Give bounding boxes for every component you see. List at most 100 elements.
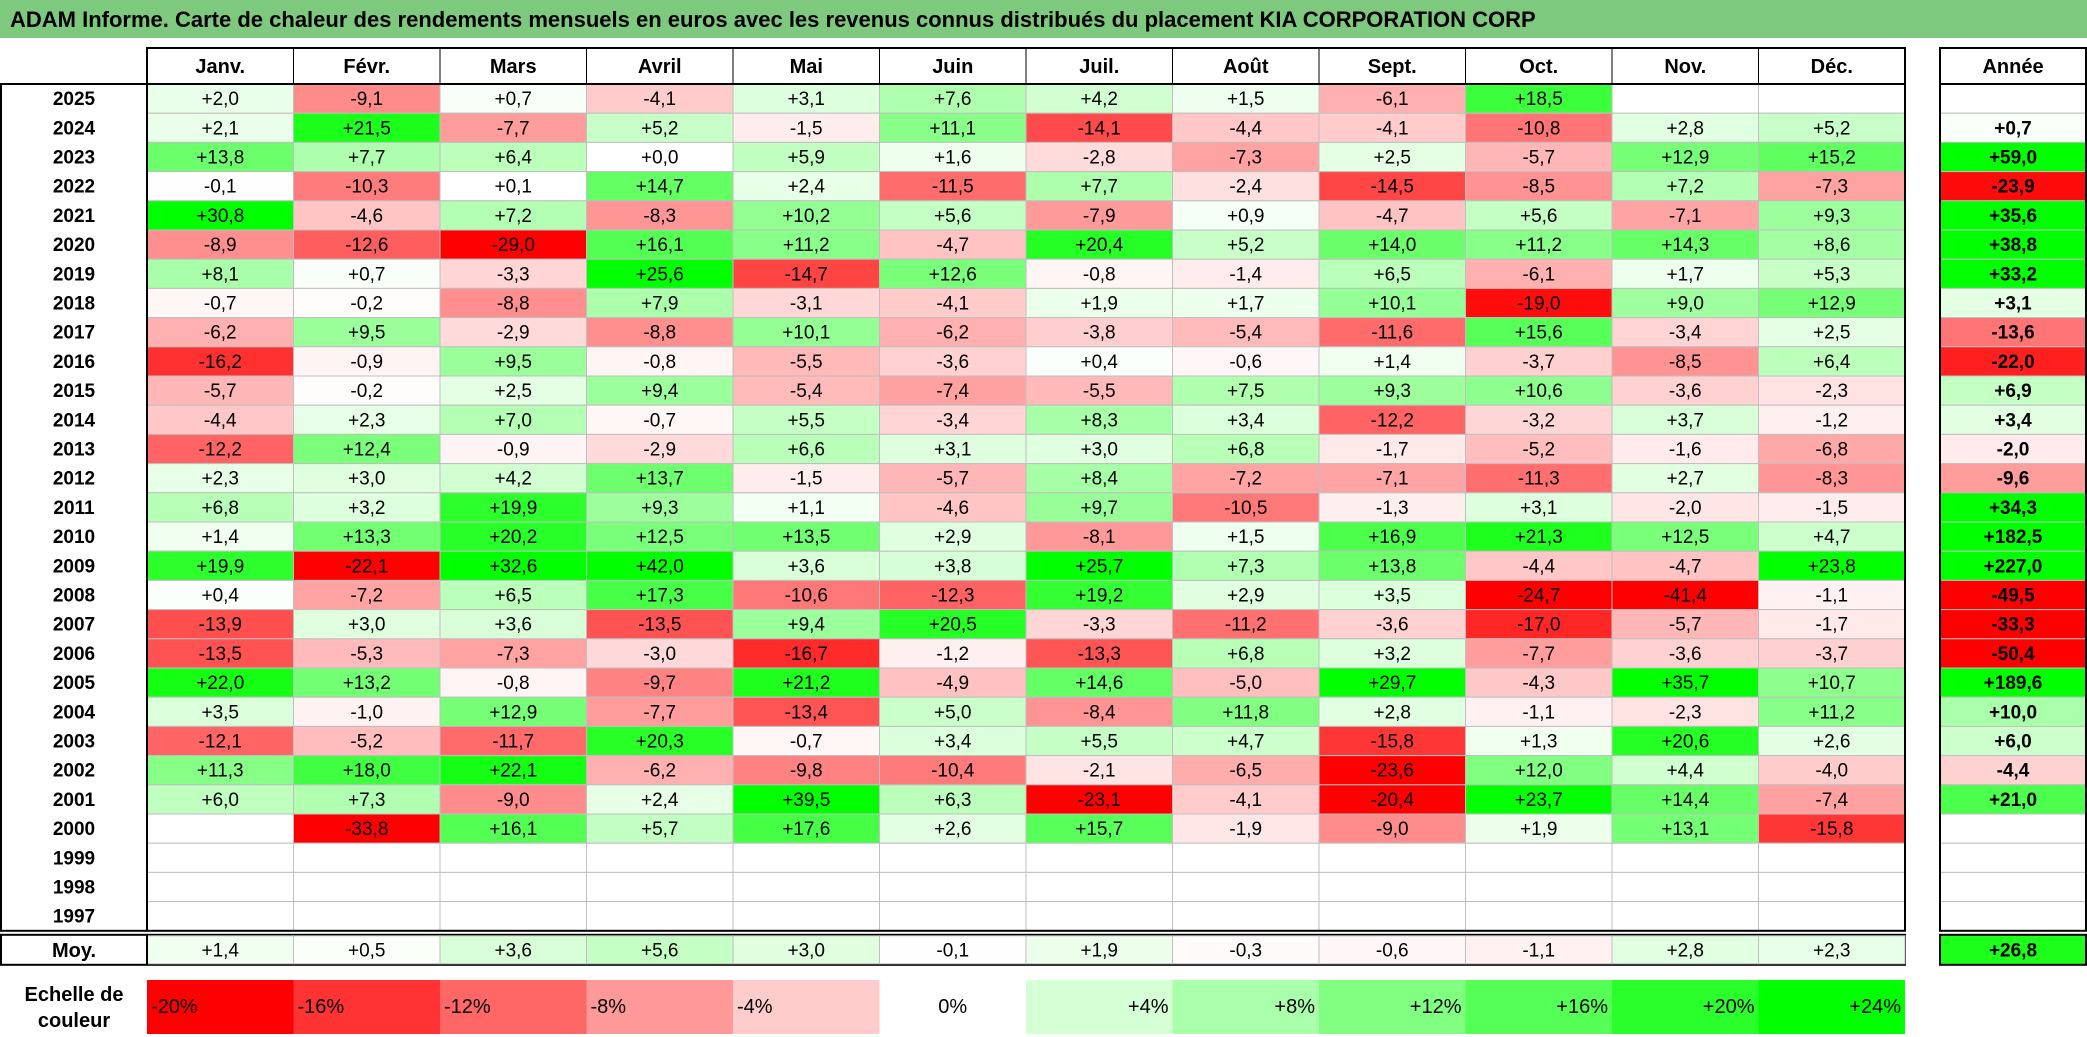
cell-value: +4,7 [1813, 527, 1851, 548]
heatmap-cell [1318, 404, 1466, 435]
scale-label-line1: Echelle de [25, 984, 124, 1006]
cell-value: +6,3 [934, 790, 972, 811]
heatmap-cell [439, 258, 587, 289]
cell-value: -11,6 [1371, 323, 1413, 344]
cell-value: -12,2 [1371, 410, 1414, 431]
cell-value: +1,6 [934, 148, 972, 169]
heatmap-cell [1172, 171, 1320, 202]
average-cell [293, 935, 441, 965]
cell-value: +8,3 [1080, 410, 1118, 431]
heatmap-cell [439, 141, 587, 173]
cell-value: -10,5 [1224, 498, 1267, 519]
scale-swatch [1465, 980, 1612, 1034]
average-cell [1172, 935, 1320, 965]
scale-label: 0% [938, 996, 967, 1018]
heatmap-cell [1172, 317, 1320, 348]
heatmap-cell [293, 813, 441, 844]
cell-value: -0,8 [497, 673, 530, 694]
cell-value: +6,4 [494, 148, 532, 169]
cell-value: +20,6 [1661, 732, 1709, 753]
scale-label: -12% [444, 996, 491, 1018]
cell-value: +3,0 [1080, 440, 1118, 461]
year-label: 2024 [53, 118, 96, 139]
cell-value: -2,0 [1669, 498, 1702, 519]
heatmap-cell [1318, 842, 1466, 873]
heatmap-cell [293, 725, 441, 757]
cell-value: +4,2 [494, 469, 532, 490]
heatmap-cell [439, 317, 587, 348]
annual-value: +3,4 [1994, 410, 2032, 431]
heatmap-cell [1318, 287, 1466, 319]
average-value: +0,5 [348, 940, 386, 961]
heatmap-cell [439, 112, 587, 143]
cell-value: +5,3 [1813, 264, 1851, 285]
heatmap-cell [1025, 813, 1173, 844]
year-label: 1999 [53, 848, 95, 869]
annual-cell [1939, 200, 2087, 231]
cell-value: -2,3 [1669, 702, 1702, 723]
cell-value: -11,7 [492, 732, 534, 753]
heatmap-cell [732, 200, 880, 231]
heatmap-cell [732, 579, 880, 611]
cell-value: -1,0 [350, 702, 383, 723]
cell-value: +12,5 [636, 527, 684, 548]
cell-value: -14,7 [785, 264, 828, 285]
heatmap-cell [586, 784, 734, 815]
heatmap-cell [1611, 667, 1759, 698]
scale-label: +8% [1274, 996, 1315, 1018]
year-label: 2020 [53, 235, 95, 256]
heatmap-cell [1025, 83, 1173, 114]
heatmap-cell [732, 842, 880, 873]
heatmap-cell [586, 609, 734, 640]
cell-value: -9,0 [1376, 819, 1409, 840]
cell-value: -6,5 [1229, 761, 1262, 782]
cell-value: +1,7 [1666, 264, 1704, 285]
year-label: 2019 [53, 264, 95, 285]
heatmap-cell [1611, 83, 1759, 114]
cell-value: +12,5 [1661, 527, 1709, 548]
cell-value: -4,4 [204, 410, 237, 431]
cell-value: -0,2 [350, 294, 383, 315]
cell-value: +1,3 [1520, 732, 1558, 753]
heatmap-cell [1318, 813, 1466, 844]
heatmap-cell [146, 579, 294, 611]
cell-value: -11,3 [1518, 469, 1560, 490]
heatmap-cell [1611, 755, 1759, 786]
heatmap-cell [293, 638, 441, 669]
heatmap-cell [1025, 229, 1173, 260]
heatmap-cell [1025, 404, 1173, 435]
cell-value: -4,1 [1376, 118, 1409, 139]
annual-cell [1939, 317, 2087, 348]
cell-value: -4,9 [936, 673, 969, 694]
heatmap-cell [1172, 346, 1320, 377]
cell-value: -1,9 [1229, 819, 1262, 840]
cell-value: +6,6 [787, 440, 825, 461]
heatmap-cell [293, 433, 441, 465]
cell-value: -3,6 [1669, 644, 1702, 665]
heatmap-cell [1611, 579, 1759, 611]
cell-value: -7,3 [497, 644, 530, 665]
cell-value: -6,2 [204, 323, 237, 344]
cell-value: +1,5 [1227, 527, 1265, 548]
heatmap-cell [1758, 317, 1906, 348]
heatmap-cell [1465, 901, 1613, 932]
average-value: +2,8 [1666, 940, 1704, 961]
heatmap-cell [879, 813, 1027, 844]
heatmap-cell [1758, 258, 1906, 289]
heatmap-cell [293, 550, 441, 581]
cell-value: +3,1 [787, 89, 825, 110]
cell-value: -3,4 [1669, 323, 1702, 344]
cell-value: -6,2 [643, 761, 676, 782]
cell-value: -2,8 [1083, 148, 1116, 169]
heatmap-cell [586, 83, 734, 114]
average-value: +3,0 [787, 940, 825, 961]
scale-label: +20% [1703, 996, 1755, 1018]
year-label: 2003 [53, 732, 95, 753]
cell-value: -6,8 [1815, 440, 1848, 461]
scale-swatch [879, 980, 1026, 1034]
cell-value: -5,5 [790, 352, 823, 373]
average-value: -0,3 [1229, 940, 1262, 961]
annual-value: -13,6 [1991, 323, 2034, 344]
annual-cell [1939, 141, 2087, 173]
cell-value: -3,4 [936, 410, 969, 431]
